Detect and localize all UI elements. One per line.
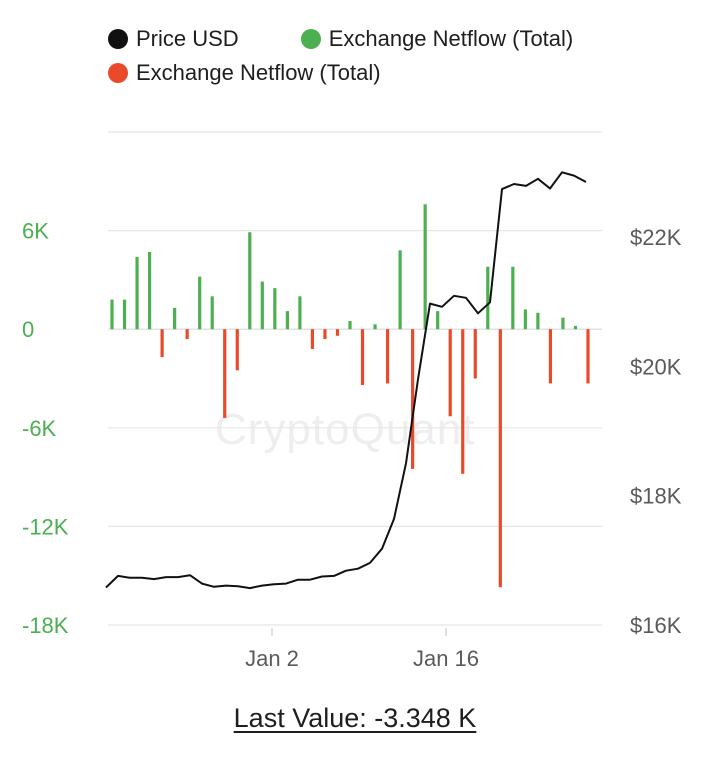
netflow-bar [385, 329, 390, 384]
x-tick-label: Jan 2 [245, 646, 299, 671]
netflow-bar [461, 329, 465, 474]
watermark: CryptoQuant [215, 405, 476, 454]
netflow-bar [511, 266, 515, 330]
netflow-bar [298, 296, 302, 330]
netflow-bar [160, 329, 164, 358]
right-tick-label: $18K [630, 484, 682, 509]
netflow-bar [448, 329, 452, 417]
netflow-bar [223, 329, 227, 418]
netflow-bar [398, 250, 402, 330]
left-tick-label: -12K [22, 514, 69, 539]
grid [108, 131, 602, 626]
netflow-bar [548, 329, 553, 384]
netflow-bar [285, 311, 289, 330]
legend-item-netflow-negative[interactable]: Exchange Netflow (Total) [108, 60, 381, 86]
netflow-bar [323, 329, 327, 340]
right-tick-label: $16K [630, 613, 682, 638]
axes: 6K 0 -6K -12K -18K $22K $20K $18K $16K Jan 2 Jan 1… [22, 219, 682, 671]
x-tick-label: Jan 16 [413, 646, 479, 671]
netflow-bar [210, 296, 214, 330]
netflow-bar [523, 309, 527, 330]
legend: Price USD Exchange Netflow (Total) Excha… [108, 22, 635, 90]
netflow-bars [110, 204, 590, 588]
chart: 6K 0 -6K -12K -18K $22K $20K $18K $16K Jan 2 Jan 1… [22, 131, 682, 671]
netflow-bar [198, 276, 202, 330]
legend-item-netflow-positive[interactable]: Exchange Netflow (Total) [300, 26, 574, 52]
netflow-bar [536, 312, 540, 330]
netflow-bar [573, 325, 578, 330]
netflow-bar [411, 329, 415, 469]
netflow-bar [360, 329, 365, 386]
right-tick-label: $20K [630, 354, 682, 379]
netflow-bar [260, 281, 264, 330]
legend-label-netflow-negative: Exchange Netflow (Total) [136, 60, 381, 85]
legend-item-price[interactable]: Price USD [108, 26, 239, 52]
left-tick-label: -18K [22, 613, 69, 638]
netflow-bar [586, 329, 590, 384]
netflow-bar [122, 299, 127, 330]
netflow-bar [373, 324, 377, 330]
netflow-bar [110, 299, 114, 330]
netflow-bar [473, 329, 477, 379]
netflow-bar [248, 232, 252, 330]
netflow-bar [436, 311, 440, 330]
legend-dot-price [108, 29, 128, 49]
netflow-bar [173, 307, 177, 330]
left-tick-label: 0 [22, 317, 34, 342]
netflow-bar [335, 329, 340, 336]
netflow-bar [147, 251, 152, 330]
left-tick-label: 6K [22, 219, 49, 244]
legend-label-netflow-positive: Exchange Netflow (Total) [328, 26, 574, 51]
last-value-text: Last Value: -3.348 K [233, 703, 477, 733]
legend-label-price: Price USD [136, 26, 239, 51]
price-line [105, 171, 587, 590]
price-usd-line [105, 171, 587, 590]
netflow-bar [423, 204, 427, 330]
netflow-bar [561, 317, 565, 330]
netflow-bar [310, 329, 315, 349]
last-value: Last Value: -3.348 K [0, 703, 710, 734]
netflow-bar [273, 288, 277, 330]
netflow-bar [348, 320, 352, 330]
netflow-bar [486, 266, 490, 330]
legend-dot-netflow-positive [300, 29, 321, 49]
netflow-bar [235, 329, 239, 371]
left-tick-label: -6K [22, 416, 57, 441]
netflow-bar [185, 329, 189, 340]
netflow-bar [498, 329, 502, 588]
legend-dot-netflow-negative [108, 63, 128, 83]
netflow-bar [135, 256, 139, 330]
right-tick-label: $22K [630, 225, 682, 250]
